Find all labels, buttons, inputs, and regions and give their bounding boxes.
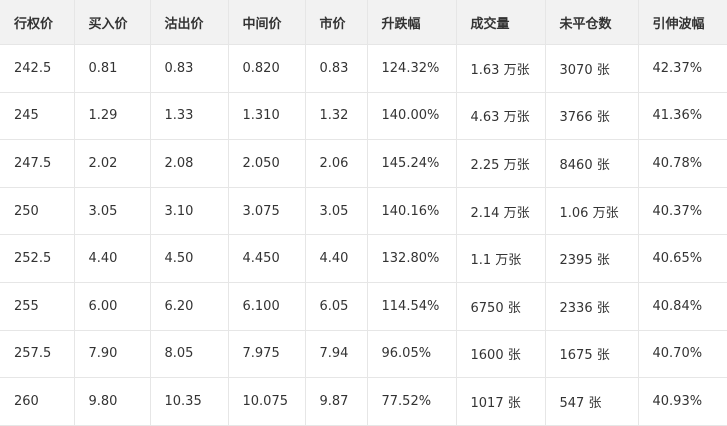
cell-ask: 8.05 <box>149 329 229 379</box>
cell-volume: 6750 张 <box>455 281 546 331</box>
cell-open-interest: 1.06 万张 <box>544 186 639 236</box>
table-row[interactable]: 250 3.05 3.10 3.075 3.05 140.16% 2.14 万张 1.06 万… <box>0 186 727 236</box>
column-header-change-pct[interactable]: 升跌幅 <box>366 0 457 45</box>
cell-volume: 1.63 万张 <box>455 44 546 93</box>
cell-change-pct: 77.52% <box>366 377 457 426</box>
cell-bid: 9.80 <box>73 377 151 426</box>
cell-open-interest: 8460 张 <box>544 139 639 188</box>
column-header-implied-volatility[interactable]: 引伸波幅 <box>637 0 727 45</box>
cell-strike: 245 <box>0 91 75 141</box>
cell-bid: 0.81 <box>73 44 151 93</box>
cell-last: 3.05 <box>304 186 368 236</box>
table-row[interactable]: 247.5 2.02 2.08 2.050 2.06 145.24% 2.25 万张 8460… <box>0 139 727 188</box>
cell-last: 2.06 <box>304 139 368 188</box>
cell-volume: 1.1 万张 <box>455 234 546 283</box>
cell-mid: 7.975 <box>227 329 306 379</box>
cell-ask: 0.83 <box>149 44 229 93</box>
cell-change-pct: 145.24% <box>366 139 457 188</box>
cell-bid: 4.40 <box>73 234 151 283</box>
cell-implied-volatility: 40.65% <box>637 234 727 283</box>
table-row[interactable]: 252.5 4.40 4.50 4.450 4.40 132.80% 1.1 万张 2395 … <box>0 234 727 283</box>
cell-change-pct: 124.32% <box>366 44 457 93</box>
column-header-last[interactable]: 市价 <box>304 0 368 45</box>
cell-bid: 2.02 <box>73 139 151 188</box>
cell-last: 0.83 <box>304 44 368 93</box>
cell-ask: 2.08 <box>149 139 229 188</box>
cell-last: 6.05 <box>304 281 368 331</box>
cell-volume: 4.63 万张 <box>455 91 546 141</box>
cell-mid: 10.075 <box>227 377 306 426</box>
cell-open-interest: 547 张 <box>544 377 639 426</box>
cell-mid: 2.050 <box>227 139 306 188</box>
cell-change-pct: 114.54% <box>366 281 457 331</box>
cell-strike: 252.5 <box>0 234 75 283</box>
cell-volume: 1600 张 <box>455 329 546 379</box>
cell-strike: 257.5 <box>0 329 75 379</box>
cell-volume: 2.14 万张 <box>455 186 546 236</box>
cell-implied-volatility: 40.78% <box>637 139 727 188</box>
cell-open-interest: 1675 张 <box>544 329 639 379</box>
cell-volume: 2.25 万张 <box>455 139 546 188</box>
column-header-strike[interactable]: 行权价 <box>0 0 75 45</box>
cell-open-interest: 2395 张 <box>544 234 639 283</box>
cell-bid: 3.05 <box>73 186 151 236</box>
cell-ask: 10.35 <box>149 377 229 426</box>
cell-strike: 242.5 <box>0 44 75 93</box>
cell-change-pct: 140.00% <box>366 91 457 141</box>
cell-implied-volatility: 42.37% <box>637 44 727 93</box>
cell-strike: 250 <box>0 186 75 236</box>
cell-last: 4.40 <box>304 234 368 283</box>
table-row[interactable]: 245 1.29 1.33 1.310 1.32 140.00% 4.63 万张 3766 张… <box>0 91 727 141</box>
column-header-volume[interactable]: 成交量 <box>455 0 546 45</box>
cell-implied-volatility: 40.37% <box>637 186 727 236</box>
cell-ask: 3.10 <box>149 186 229 236</box>
cell-last: 7.94 <box>304 329 368 379</box>
cell-implied-volatility: 40.93% <box>637 377 727 426</box>
cell-ask: 4.50 <box>149 234 229 283</box>
cell-open-interest: 3766 张 <box>544 91 639 141</box>
cell-open-interest: 2336 张 <box>544 281 639 331</box>
table-row[interactable]: 242.5 0.81 0.83 0.820 0.83 124.32% 1.63 万张 3070… <box>0 44 727 93</box>
cell-bid: 7.90 <box>73 329 151 379</box>
column-header-mid[interactable]: 中间价 <box>227 0 306 45</box>
cell-mid: 3.075 <box>227 186 306 236</box>
cell-mid: 0.820 <box>227 44 306 93</box>
cell-ask: 1.33 <box>149 91 229 141</box>
cell-change-pct: 140.16% <box>366 186 457 236</box>
cell-last: 1.32 <box>304 91 368 141</box>
cell-change-pct: 96.05% <box>366 329 457 379</box>
cell-bid: 1.29 <box>73 91 151 141</box>
cell-strike: 260 <box>0 377 75 426</box>
column-header-bid[interactable]: 买入价 <box>73 0 151 45</box>
column-header-ask[interactable]: 沽出价 <box>149 0 229 45</box>
cell-implied-volatility: 40.70% <box>637 329 727 379</box>
cell-mid: 1.310 <box>227 91 306 141</box>
cell-mid: 4.450 <box>227 234 306 283</box>
cell-ask: 6.20 <box>149 281 229 331</box>
cell-mid: 6.100 <box>227 281 306 331</box>
cell-change-pct: 132.80% <box>366 234 457 283</box>
cell-strike: 255 <box>0 281 75 331</box>
cell-implied-volatility: 41.36% <box>637 91 727 141</box>
cell-bid: 6.00 <box>73 281 151 331</box>
header-row: 行权价 买入价 沽出价 中间价 市价 升跌幅 成交量 未平仓数 引伸波幅 <box>0 0 727 45</box>
cell-implied-volatility: 40.84% <box>637 281 727 331</box>
table-row[interactable]: 257.5 7.90 8.05 7.975 7.94 96.05% 1600 张 1675 张… <box>0 329 727 379</box>
cell-volume: 1017 张 <box>455 377 546 426</box>
cell-last: 9.87 <box>304 377 368 426</box>
cell-open-interest: 3070 张 <box>544 44 639 93</box>
cell-strike: 247.5 <box>0 139 75 188</box>
column-header-open-interest[interactable]: 未平仓数 <box>544 0 639 45</box>
